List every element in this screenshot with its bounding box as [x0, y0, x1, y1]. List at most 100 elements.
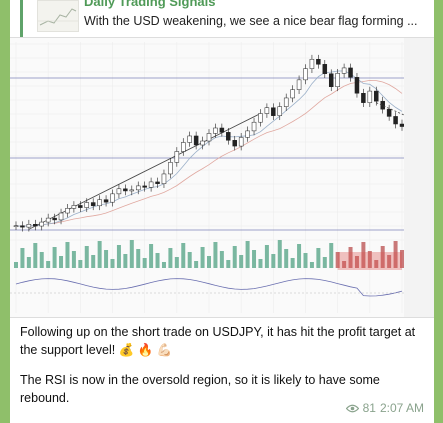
price-panel [13, 54, 413, 232]
volume-bar [297, 244, 302, 268]
volume-bar [136, 249, 141, 268]
volume-bar [97, 241, 102, 268]
message-bubble: Daily Trading Signals With the USD weake… [10, 0, 434, 423]
volume-bar [342, 261, 347, 268]
candle [103, 199, 109, 203]
candle [193, 135, 199, 146]
candle [39, 221, 44, 227]
volume-bar [400, 250, 404, 268]
candle [251, 121, 257, 132]
candle [135, 185, 141, 191]
candle [232, 140, 237, 147]
candle [13, 225, 19, 227]
volume-bar [187, 252, 192, 268]
candle [277, 106, 283, 116]
volume-bar [104, 250, 109, 268]
volume-bar [348, 247, 353, 268]
volume-bar [361, 242, 366, 268]
candle [309, 58, 315, 69]
candle [116, 188, 122, 195]
volume-bar [290, 258, 295, 268]
candle [341, 67, 347, 74]
volume-bar [46, 261, 51, 268]
volume-bar [213, 242, 218, 268]
message-meta: 81 2:07 AM [345, 401, 424, 415]
candle [65, 208, 70, 214]
candle [335, 73, 340, 87]
volume-bar [393, 241, 398, 268]
candle [110, 193, 115, 203]
candle [52, 217, 57, 221]
candle [181, 142, 186, 152]
candle [290, 89, 295, 99]
price-axis [404, 38, 434, 317]
candle [155, 181, 160, 184]
volume-bar [14, 262, 18, 268]
candle [393, 116, 398, 125]
candle [58, 212, 64, 221]
volume-bar [219, 251, 224, 268]
volume-bar [271, 254, 276, 268]
volume-bar [252, 250, 257, 268]
candle [148, 181, 154, 188]
volume-bar [322, 257, 327, 268]
volume-bar [155, 253, 160, 268]
volume-bar [226, 260, 231, 268]
volume-bar [26, 257, 31, 268]
volume-bar [129, 240, 134, 268]
rsi-line [15, 278, 403, 297]
reply-thumbnail [37, 0, 79, 32]
volume-bar [367, 251, 372, 268]
volume-bar [110, 259, 115, 268]
message-text: Following up on the short trade on USDJP… [20, 323, 425, 419]
volume-bar [142, 258, 147, 268]
volume-bar [200, 247, 205, 268]
candle [328, 73, 334, 87]
message-paragraph-1: Following up on the short trade on USDJP… [20, 325, 416, 357]
candle [361, 93, 366, 103]
candle [90, 202, 96, 207]
volume-bar [239, 255, 244, 268]
volume-bar [309, 262, 314, 268]
candle [354, 77, 360, 94]
volume-bar [65, 242, 70, 268]
candle [283, 97, 289, 107]
chart-image[interactable] [10, 37, 434, 318]
candle [374, 90, 379, 102]
message-paragraph-2: The RSI is now in the oversold region, s… [20, 373, 380, 405]
candle [161, 173, 167, 184]
candle [45, 217, 51, 223]
reply-channel-name: Daily Trading Signals [84, 0, 216, 9]
volume-bar [59, 256, 64, 268]
volume-bar [78, 260, 83, 268]
candle [316, 58, 321, 65]
eye-icon [345, 404, 359, 412]
candle [78, 205, 83, 208]
volume-bar [207, 256, 211, 268]
volume-bar [284, 249, 289, 268]
candle [71, 205, 77, 209]
volume-bar [387, 255, 392, 268]
candle [258, 113, 263, 123]
candle [123, 188, 128, 192]
candle [245, 130, 250, 138]
volume-bar [33, 243, 38, 268]
candle [168, 162, 173, 175]
volume-bar [52, 247, 57, 268]
candle [303, 68, 308, 81]
candle [174, 151, 180, 163]
volume-bar [84, 246, 89, 268]
volume-bar [174, 257, 179, 268]
volume-bar [258, 259, 263, 268]
volume-bar [116, 245, 121, 268]
reply-thumbnail-chart [38, 8, 78, 26]
volume-bar [181, 243, 186, 268]
candle [129, 189, 135, 192]
candle [296, 79, 302, 90]
price-chart [10, 38, 434, 317]
candle [142, 185, 147, 188]
candle [271, 107, 276, 116]
candle [348, 67, 353, 78]
candle [238, 137, 244, 147]
reply-preview[interactable]: Daily Trading Signals With the USD weake… [20, 0, 434, 38]
